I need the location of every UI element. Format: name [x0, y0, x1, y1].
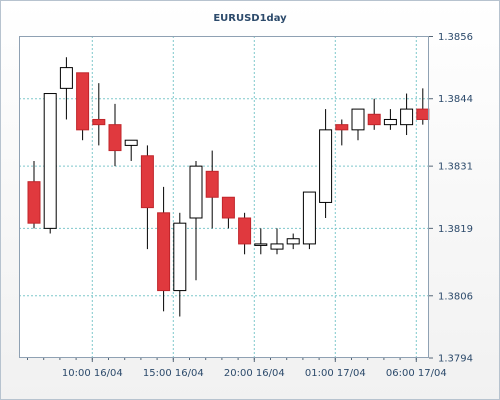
y-tick-label: 1.3856	[438, 32, 473, 43]
candle-body-up	[43, 93, 57, 229]
candle	[189, 160, 203, 281]
candle	[383, 109, 397, 130]
candle-body-down	[238, 217, 252, 245]
candle	[302, 191, 316, 250]
candle	[238, 212, 252, 255]
axes	[19, 36, 429, 358]
chart-title: EURUSD1day	[213, 13, 287, 24]
candle	[124, 139, 138, 161]
candle-body-down	[416, 108, 430, 120]
candle-body-up	[189, 165, 203, 219]
candle-body-down	[76, 72, 90, 131]
candle	[173, 212, 187, 317]
plot-border	[19, 36, 429, 358]
candle	[92, 83, 106, 146]
candle-body-up	[383, 118, 397, 126]
candle-body-up	[319, 129, 333, 203]
candle-body-down	[140, 155, 154, 209]
candle-body-down	[157, 212, 171, 292]
x-tick-label: 01:00 17/04	[305, 368, 366, 379]
candle	[270, 228, 284, 255]
candle	[400, 93, 414, 136]
candle	[221, 196, 235, 229]
candle	[140, 145, 154, 250]
candle	[43, 93, 57, 234]
candle	[319, 109, 333, 218]
x-tick-label: 06:00 17/04	[386, 368, 447, 379]
candle	[108, 103, 122, 167]
candle-body-down	[221, 196, 235, 219]
candle	[76, 72, 90, 141]
candle-body-up	[286, 238, 300, 245]
candle-body-down	[27, 181, 41, 224]
candle-body-down	[335, 124, 349, 131]
candle	[367, 98, 381, 130]
candle-body-down	[108, 124, 122, 152]
x-tick-label: 10:00 16/04	[62, 368, 123, 379]
candle	[59, 57, 73, 120]
candle	[351, 108, 365, 141]
candle-body-up	[173, 222, 187, 292]
y-tick-label: 1.3819	[438, 224, 473, 235]
candle-body-up	[124, 139, 138, 146]
x-axis-ticks: 10:00 16/04 15:00 16/04 20:00 16/04 01:00 1…	[27, 358, 447, 379]
candle-body-up	[59, 67, 73, 89]
candle-body-up	[400, 108, 414, 126]
candle	[157, 186, 171, 312]
candle-body-up	[302, 191, 316, 245]
y-tick-label: 1.3844	[438, 94, 473, 105]
candle	[205, 150, 219, 229]
candle-body-down	[92, 118, 106, 126]
candle	[254, 228, 268, 255]
y-tick-label: 1.3831	[438, 162, 473, 173]
candle-body-down	[205, 170, 219, 198]
x-tick-label: 20:00 16/04	[224, 368, 285, 379]
x-tick-label: 15:00 16/04	[143, 368, 204, 379]
candle-body-down	[367, 113, 381, 126]
y-tick-label: 1.3806	[438, 291, 473, 302]
y-axis-ticks: 1.3856 1.3844 1.3831 1.3819 1.3806 1.3794	[429, 32, 473, 365]
candle-body-up	[351, 108, 365, 131]
y-tick-label: 1.3794	[438, 354, 473, 365]
candle	[27, 160, 41, 229]
candle-body-up	[254, 243, 268, 246]
candles	[27, 57, 430, 317]
candle	[335, 119, 349, 146]
candle	[286, 233, 300, 250]
candle-body-up	[270, 243, 284, 250]
